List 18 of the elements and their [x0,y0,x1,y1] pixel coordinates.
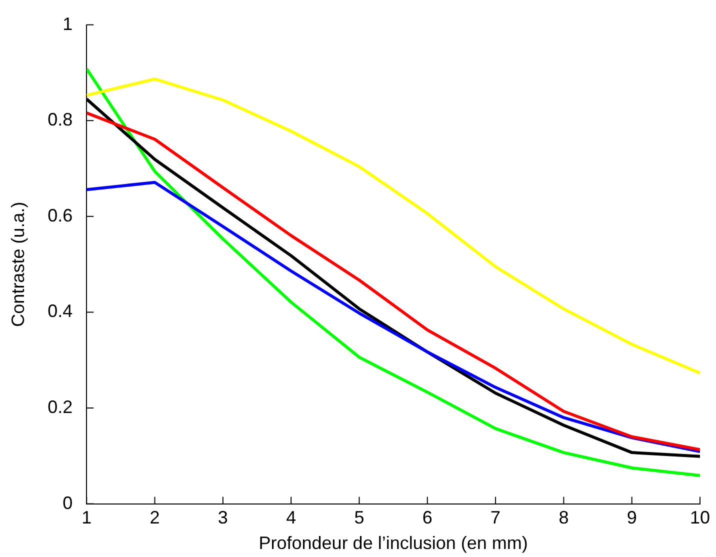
y-tick-label: 0.4 [48,301,73,322]
x-tick-label: 9 [626,508,637,528]
x-tick-label: 6 [422,508,432,528]
y-axis-title: Contraste (u.a.) [8,202,28,327]
x-tick-label: 10 [690,508,710,528]
y-tick-label: 0.6 [48,205,73,226]
x-tick-label: 4 [286,508,296,528]
y-tick-label: 0.8 [48,110,73,130]
x-axis-title: Profondeur de l’inclusion (en mm) [258,533,528,554]
y-tick-label: 0 [62,492,73,513]
x-tick-label: 5 [354,508,364,528]
y-tick-label: 1 [62,14,73,34]
x-tick-label: 3 [218,508,228,528]
x-tick-label: 7 [490,508,501,528]
x-tick-label: 1 [82,508,92,528]
y-tick-label: 0.2 [48,396,73,417]
x-tick-label: 2 [150,508,160,528]
x-tick-label: 8 [558,508,569,528]
